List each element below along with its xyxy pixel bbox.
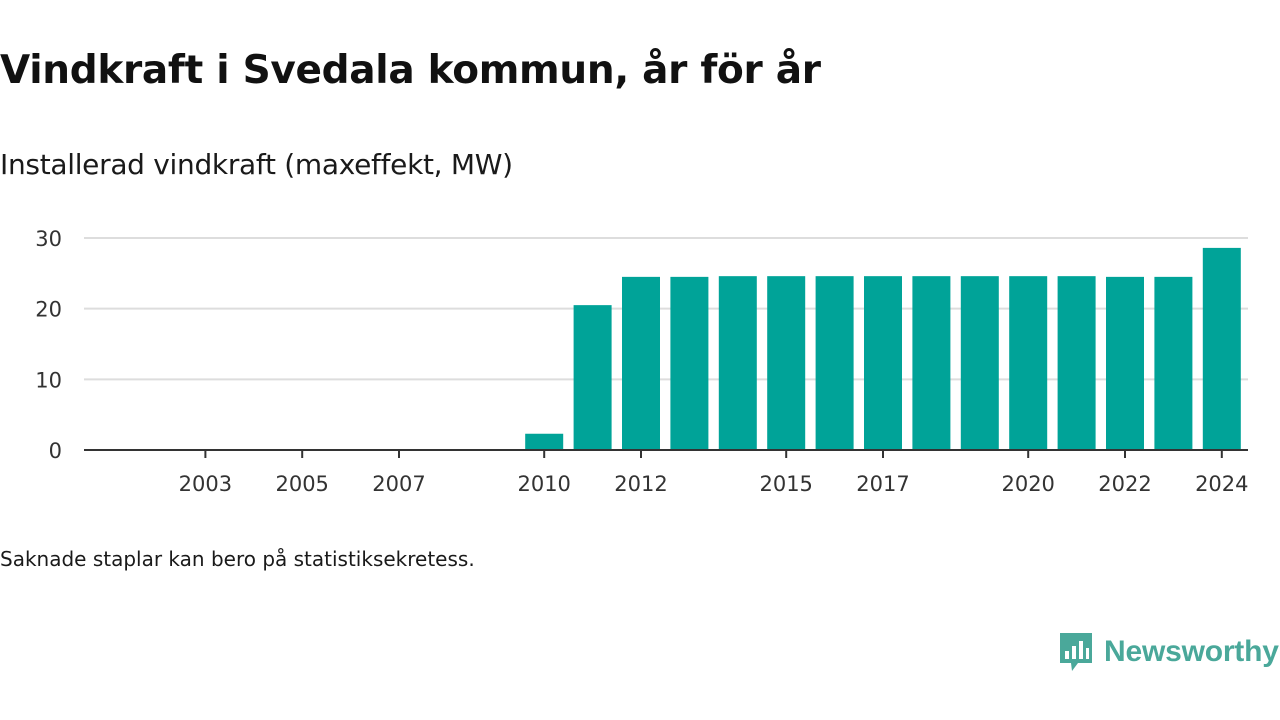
- chart-subtitle: Installerad vindkraft (maxeffekt, MW): [0, 148, 513, 181]
- newsworthy-logo-icon: [1060, 633, 1092, 671]
- bar-2019: [960, 276, 999, 450]
- x-axis-ticks: 2003 2005 2007 2010 2012 2015 2017 2020 2022 2024: [179, 450, 1249, 496]
- bar-2022: [1106, 276, 1144, 450]
- bar-2017: [864, 276, 902, 450]
- footnote: Saknade staplar kan bero på statistiksek…: [0, 547, 475, 571]
- x-tick-label: 2012: [614, 472, 667, 496]
- bar-2023: [1154, 276, 1193, 450]
- bar-2016: [815, 276, 854, 450]
- bar-2021: [1057, 276, 1096, 450]
- bars: [525, 247, 1241, 450]
- bar-2013: [670, 276, 709, 450]
- newsworthy-logo[interactable]: Newsworthy: [1058, 630, 1279, 674]
- bar-2018: [912, 276, 951, 450]
- bar-2024: [1202, 247, 1241, 450]
- x-tick-label: 2020: [1001, 472, 1054, 496]
- y-tick-label: 30: [35, 227, 62, 251]
- x-tick-label: 2007: [372, 472, 425, 496]
- bar-2010: [525, 433, 564, 450]
- x-tick-label: 2015: [759, 472, 812, 496]
- grid-lines: [84, 237, 1248, 381]
- x-tick-label: 2010: [517, 472, 570, 496]
- y-tick-label: 20: [35, 298, 62, 322]
- bar-chart: 0 10 20 30 2003 2005 2007 2010 2012 2015 2017 2020…: [35, 227, 1249, 496]
- bar-2020: [1009, 276, 1048, 450]
- bar-2011: [573, 305, 612, 450]
- bar-2012: [622, 276, 660, 450]
- x-tick-label: 2003: [179, 472, 232, 496]
- y-axis-ticks: 0 10 20 30: [35, 227, 62, 463]
- brand-name: Newsworthy: [1104, 635, 1279, 668]
- bar-2015: [767, 276, 806, 450]
- bar-2014: [718, 276, 757, 450]
- x-tick-label: 2024: [1195, 472, 1248, 496]
- y-tick-label: 0: [49, 439, 62, 463]
- chart-title: Vindkraft i Svedala kommun, år för år: [0, 48, 821, 93]
- x-tick-label: 2022: [1098, 472, 1151, 496]
- x-tick-label: 2005: [275, 472, 328, 496]
- x-tick-label: 2017: [856, 472, 909, 496]
- y-tick-label: 10: [35, 368, 62, 392]
